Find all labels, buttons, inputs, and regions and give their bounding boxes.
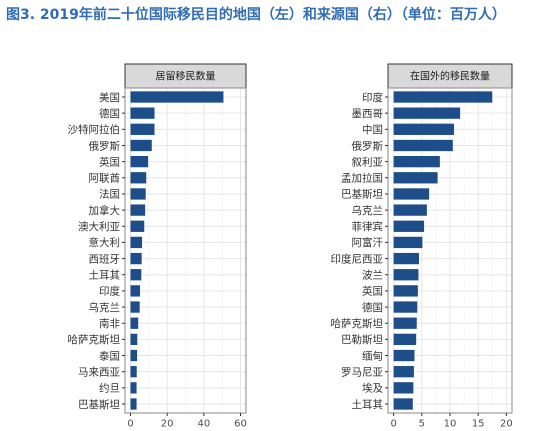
destination-bar-3	[130, 123, 155, 135]
destination-category-label-18: 马来西亚	[78, 366, 120, 378]
origin-bar-14	[393, 301, 418, 313]
origin-bar-12	[393, 269, 419, 281]
origin-category-label-19: 埃及	[362, 382, 383, 395]
origin-bar-2	[393, 107, 461, 119]
origin-panel-strip	[387, 63, 513, 89]
origin-bar-13	[393, 285, 418, 297]
origin-bar-15	[393, 317, 417, 329]
origin-bar-7	[393, 188, 430, 200]
destination-category-label-8: 加拿大	[89, 204, 121, 217]
origin-bar-3	[393, 123, 454, 135]
origin-category-label-9: 菲律宾	[352, 220, 384, 233]
destination-x-tick-label-1: 0	[127, 419, 133, 430]
origin-x-tick-label-5: 20	[500, 419, 513, 430]
figure-title: 图3. 2019年前二十位国际移民目的地国（左）和来源国（右）（单位：百万人）	[6, 7, 506, 23]
destination-bar-8	[130, 204, 146, 216]
destination-panel-title: 居留移民数量	[156, 70, 216, 83]
origin-category-label-18: 罗马尼亚	[341, 366, 383, 378]
origin-bar-10	[393, 236, 423, 249]
destination-category-label-9: 澳大利亚	[78, 220, 120, 233]
origin-category-label-12: 波兰	[362, 269, 383, 282]
destination-bar-4	[130, 139, 152, 152]
origin-bar-6	[393, 172, 438, 184]
origin-bar-9	[393, 220, 425, 232]
destination-bar-7	[130, 188, 146, 200]
origin-x-tick-label-1: 0	[390, 419, 396, 430]
destination-category-label-5: 英国	[99, 155, 120, 168]
origin-bar-4	[393, 139, 453, 152]
destination-bar-10	[130, 236, 143, 249]
destination-category-label-13: 印度	[99, 285, 120, 298]
origin-category-label-20: 土耳其	[352, 398, 384, 411]
destination-bar-13	[130, 285, 141, 297]
destination-bar-20	[130, 398, 137, 410]
origin-bar-5	[393, 155, 440, 168]
origin-bar-19	[393, 382, 414, 394]
destination-x-tick-label-4: 60	[234, 419, 247, 430]
destination-bar-17	[130, 349, 138, 362]
destination-category-label-7: 法国	[99, 188, 120, 201]
origin-category-label-1: 印度	[362, 91, 383, 104]
origin-chart: 在国外的移民数量印度墨西哥中国俄罗斯叙利亚孟加拉国巴基斯坦乌克兰菲律宾阿富汗印度…	[331, 63, 513, 430]
origin-bar-1	[393, 91, 493, 103]
origin-bar-16	[393, 333, 417, 346]
destination-category-label-1: 美国	[99, 91, 120, 104]
origin-bar-18	[393, 366, 414, 378]
origin-x-tick-label-3: 10	[444, 419, 457, 430]
origin-category-label-7: 巴基斯坦	[341, 188, 383, 201]
origin-category-label-2: 墨西哥	[352, 108, 384, 120]
origin-category-label-8: 乌克兰	[352, 204, 384, 217]
origin-x-tick-label-4: 15	[472, 419, 485, 430]
destination-category-label-6: 阿联酋	[89, 172, 121, 185]
destination-bar-18	[130, 366, 137, 378]
origin-bar-17	[393, 349, 415, 362]
origin-category-label-5: 叙利亚	[352, 155, 384, 168]
destination-panel-border	[124, 87, 247, 414]
destination-category-label-15: 南非	[99, 317, 120, 330]
origin-category-label-14: 德国	[362, 301, 383, 314]
destination-category-label-3: 沙特阿拉伯	[68, 123, 121, 136]
destination-category-label-10: 意大利	[89, 236, 121, 249]
destination-chart: 居留移民数量美国德国沙特阿拉伯俄罗斯英国阿联酋法国加拿大澳大利亚意大利西班牙土耳…	[68, 63, 247, 430]
destination-bar-6	[130, 172, 147, 184]
destination-category-label-20: 巴基斯坦	[78, 398, 120, 411]
origin-category-label-10: 阿富汗	[352, 236, 384, 249]
destination-bar-15	[130, 317, 139, 329]
destination-category-label-19: 约旦	[99, 382, 120, 395]
destination-bar-9	[130, 220, 145, 232]
destination-bar-16	[130, 333, 138, 346]
destination-category-label-17: 泰国	[99, 349, 120, 362]
origin-bar-11	[393, 252, 419, 265]
destination-bar-11	[130, 252, 142, 265]
origin-category-label-15: 哈萨克斯坦	[331, 317, 384, 330]
origin-category-label-11: 印度尼西亚	[331, 252, 384, 265]
destination-x-tick-label-2: 20	[161, 419, 174, 430]
origin-category-label-13: 英国	[362, 285, 383, 298]
destination-category-label-11: 西班牙	[89, 253, 121, 265]
origin-category-label-3: 中国	[362, 123, 383, 136]
origin-category-label-4: 俄罗斯	[352, 139, 384, 152]
destination-x-tick-label-3: 40	[197, 419, 210, 430]
destination-category-label-2: 德国	[99, 107, 120, 120]
destination-panel-strip	[124, 63, 247, 89]
destination-category-label-4: 俄罗斯	[89, 139, 121, 152]
destination-category-label-12: 土耳其	[89, 269, 121, 282]
destination-category-label-16: 哈萨克斯坦	[68, 333, 121, 346]
destination-bar-14	[130, 301, 140, 313]
origin-x-tick-label-2: 5	[419, 419, 425, 430]
destination-bar-1	[130, 91, 224, 103]
destination-bar-12	[130, 269, 142, 281]
origin-category-label-16: 巴勒斯坦	[341, 333, 383, 346]
origin-category-label-6: 孟加拉国	[341, 172, 383, 185]
origin-panel-title: 在国外的移民数量	[410, 70, 490, 83]
origin-bar-8	[393, 204, 427, 216]
destination-bar-5	[130, 155, 149, 168]
origin-category-label-17: 缅甸	[362, 349, 383, 362]
destination-bar-2	[130, 107, 155, 119]
destination-bar-19	[130, 382, 137, 394]
origin-bar-20	[393, 398, 413, 410]
destination-category-label-14: 乌克兰	[89, 301, 121, 314]
